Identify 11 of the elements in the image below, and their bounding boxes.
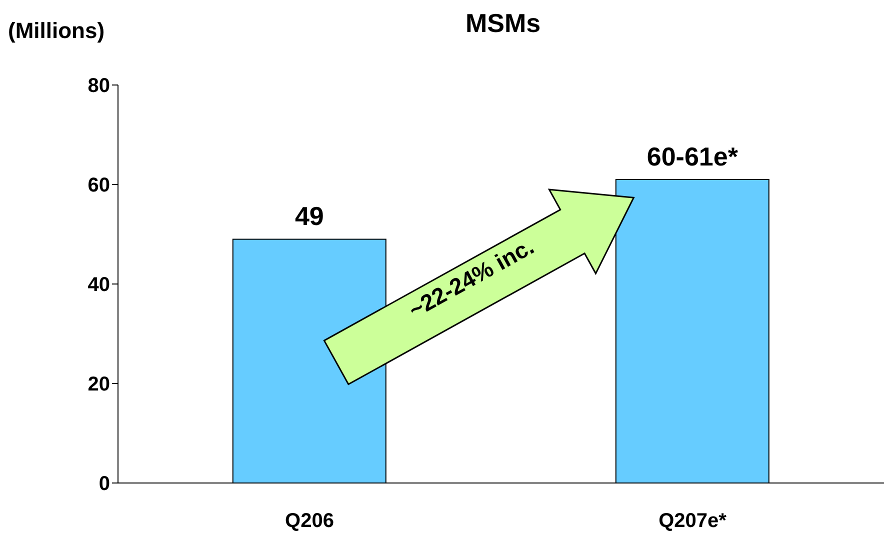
data-label: 60-61e* <box>646 142 739 172</box>
y-tick-label: 0 <box>98 473 110 496</box>
chart-title: MSMs <box>464 8 542 39</box>
y-tick-label: 80 <box>88 75 110 98</box>
y-tick-label: 40 <box>88 274 110 296</box>
y-tick-label: 60 <box>88 174 110 197</box>
y-axis-title: (Millions) <box>8 18 105 44</box>
y-tick-label: 20 <box>88 374 110 396</box>
x-tick-label: Q206 <box>285 510 334 532</box>
x-tick-label: Q207e* <box>658 510 727 532</box>
data-label: 49 <box>294 201 324 232</box>
